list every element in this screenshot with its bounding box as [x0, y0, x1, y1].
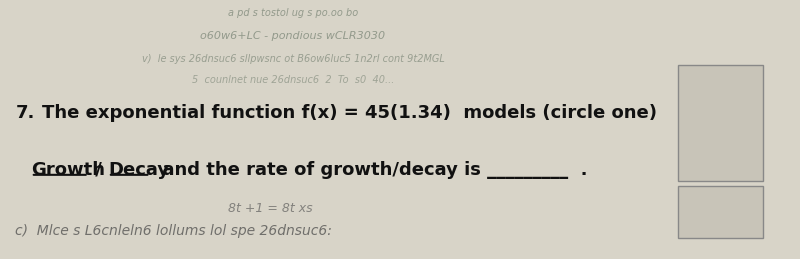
- Text: v)  le sys 26dnsuc6 sllpwsnc ot B6ow6luc5 1n2rl cont 9t2MGL: v) le sys 26dnsuc6 sllpwsnc ot B6ow6luc5…: [142, 54, 444, 64]
- FancyBboxPatch shape: [678, 186, 763, 238]
- Text: 8t +1 = 8t xs: 8t +1 = 8t xs: [227, 202, 312, 215]
- Text: Decay: Decay: [108, 161, 169, 178]
- Text: and the rate of growth/decay is _________  .: and the rate of growth/decay is ________…: [150, 161, 588, 178]
- Text: 5  counlnet nue 26dnsuc6  2  To  s0  40...: 5 counlnet nue 26dnsuc6 2 To s0 40...: [192, 75, 394, 85]
- Text: a pd s tostol ug s po.oo bo: a pd s tostol ug s po.oo bo: [228, 8, 358, 18]
- Text: Growth: Growth: [31, 161, 105, 178]
- Text: c)  Mlce s L6cnleln6 lollums lol spe 26dnsuc6:: c) Mlce s L6cnleln6 lollums lol spe 26dn…: [15, 224, 332, 238]
- Text: 7.: 7.: [15, 104, 34, 121]
- Text: o60w6+LC - pondious wCLR3030: o60w6+LC - pondious wCLR3030: [200, 31, 386, 41]
- FancyBboxPatch shape: [678, 65, 763, 181]
- Text: The exponential function f(x) = 45(1.34)  models (circle one): The exponential function f(x) = 45(1.34)…: [42, 104, 658, 121]
- Text: /: /: [89, 161, 108, 178]
